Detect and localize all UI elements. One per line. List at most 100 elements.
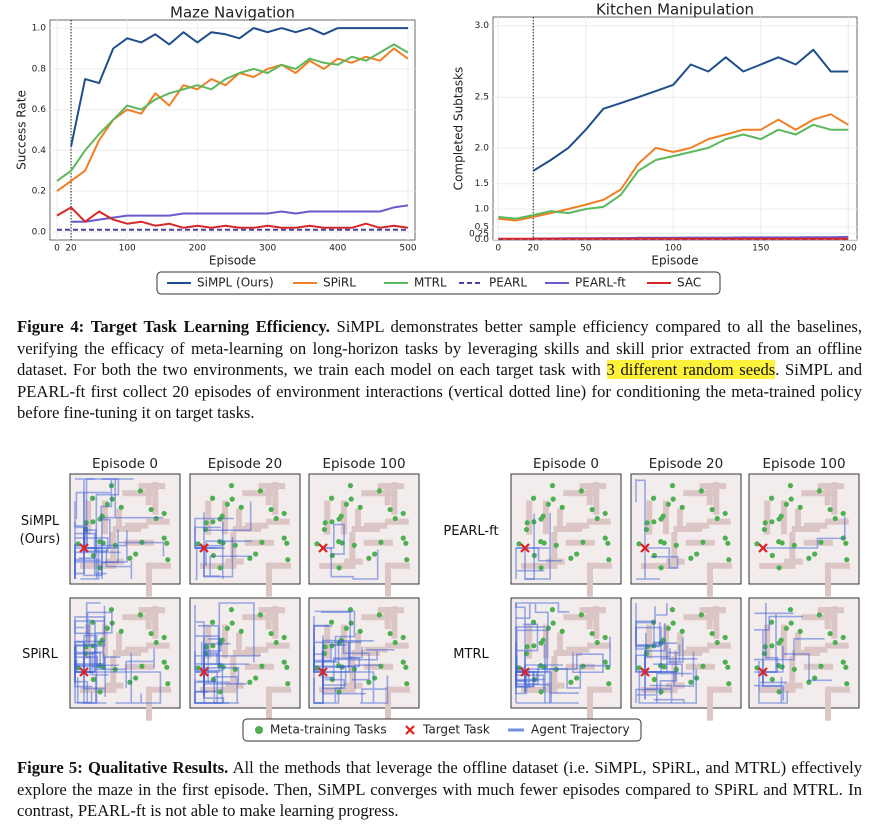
meta-task <box>549 483 556 489</box>
meta-task <box>338 513 344 519</box>
meta-task <box>580 539 586 545</box>
meta-task <box>524 644 530 650</box>
y-axis-label: Success Rate <box>15 90 29 170</box>
meta-task <box>281 510 287 517</box>
target-task <box>79 543 89 553</box>
agent-trajectory <box>758 660 788 704</box>
meta-task <box>725 540 731 546</box>
meta-task <box>827 630 833 637</box>
meta-task <box>203 520 209 526</box>
x-tick-label: 20 <box>65 244 77 254</box>
meta-task <box>161 659 167 665</box>
target-task <box>640 667 650 677</box>
meta-task <box>688 555 694 561</box>
maze-wall <box>579 483 607 490</box>
maze-wall <box>804 522 828 529</box>
meta-task <box>109 496 115 502</box>
agent-trajectory <box>314 610 356 672</box>
maze-panel <box>748 597 860 721</box>
meta-task <box>127 555 133 561</box>
meta-task <box>228 483 235 489</box>
caption-text: . SiMPL and PEARL-ft first collect 20 ep… <box>17 360 862 422</box>
maze-wall <box>354 508 361 528</box>
meta-task <box>651 676 657 683</box>
maze-wall <box>707 562 732 569</box>
meta-task <box>768 619 775 625</box>
maze-wall <box>110 655 117 693</box>
maze-wall <box>683 614 715 621</box>
maze-wall <box>685 663 715 670</box>
maze-wall <box>764 500 771 535</box>
maze-wall <box>349 655 356 693</box>
meta-task <box>314 541 320 547</box>
maze-wall <box>593 482 600 515</box>
agent-trajectory <box>524 636 611 703</box>
chart-title: Maze Navigation <box>170 4 295 22</box>
y-tick-label: 0.4 <box>32 146 47 156</box>
legend-label: MTRL <box>414 276 447 290</box>
meta-task <box>797 628 803 634</box>
meta-task <box>660 513 666 519</box>
maze-wall <box>825 642 849 649</box>
maze-wall <box>138 607 166 614</box>
meta-task <box>210 519 216 525</box>
maze-wall <box>817 483 845 490</box>
meta-task <box>253 675 259 681</box>
meta-task <box>348 496 354 502</box>
plot-area <box>492 16 858 241</box>
maze-wall <box>351 525 381 532</box>
meta-task <box>700 539 706 545</box>
maze-wall <box>556 632 563 652</box>
meta-task <box>769 676 775 683</box>
maze-wall <box>363 539 393 546</box>
chart-title: Kitchen Manipulation <box>596 1 754 19</box>
meta-task <box>673 542 679 548</box>
meta-task <box>589 506 595 513</box>
maze-wall <box>686 522 710 529</box>
maze-wall <box>344 558 363 565</box>
maze-wall <box>686 646 710 653</box>
maze-panel <box>748 473 860 597</box>
meta-task <box>722 659 728 665</box>
meta-task <box>165 681 171 687</box>
maze-wall <box>824 562 831 597</box>
agent-trajectory <box>754 615 803 672</box>
meta-task <box>523 526 530 533</box>
meta-task <box>378 539 384 545</box>
agent-trajectory <box>83 648 155 689</box>
legend-label: SiMPL (Ours) <box>197 276 274 290</box>
meta-task <box>636 541 642 547</box>
maze-wall <box>266 642 290 649</box>
agent-trajectory <box>75 478 96 548</box>
meta-task <box>709 506 715 513</box>
maze-panel <box>510 473 622 597</box>
target-task <box>199 667 209 677</box>
maze-wall <box>794 508 801 528</box>
x-tick-label: 400 <box>329 244 346 254</box>
meta-task <box>164 540 170 546</box>
meta-task <box>400 510 406 517</box>
maze-wall <box>205 500 212 535</box>
meta-task <box>791 666 797 672</box>
agent-trajectory <box>645 547 679 569</box>
agent-trajectory <box>645 637 684 673</box>
meta-task <box>97 689 103 695</box>
maze-wall <box>244 663 274 670</box>
maze-wall <box>221 624 228 659</box>
meta-task <box>400 634 406 641</box>
maze-wall <box>146 642 170 649</box>
maze-wall <box>831 606 838 639</box>
meta-task <box>273 515 279 522</box>
x-tick-label: 50 <box>580 244 592 254</box>
y-tick-label: 3.0 <box>475 21 490 31</box>
series-line <box>532 48 849 172</box>
legend-box <box>156 271 721 295</box>
maze-wall <box>526 500 533 535</box>
meta-task <box>559 628 565 634</box>
meta-task <box>153 639 159 646</box>
maze-wall <box>245 522 269 529</box>
meta-task <box>343 501 349 507</box>
meta-task <box>787 607 794 613</box>
maze-wall <box>671 531 678 569</box>
maze-wall <box>526 624 533 659</box>
